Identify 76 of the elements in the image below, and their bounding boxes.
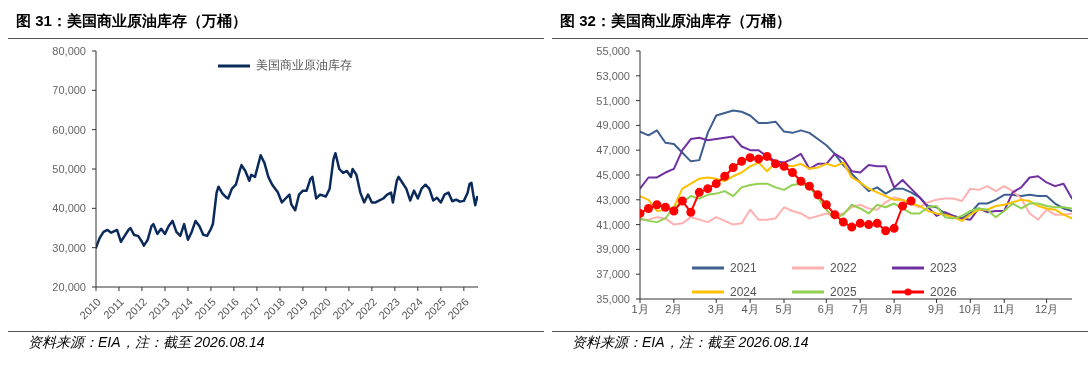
point <box>872 218 882 228</box>
y-tick-label: 20,000 <box>52 281 86 293</box>
point <box>686 207 696 217</box>
point <box>906 196 916 206</box>
y-tick-label: 30,000 <box>52 241 86 254</box>
y-tick-label: 37,000 <box>596 268 630 281</box>
y-tick-label: 39,000 <box>596 243 630 256</box>
point <box>652 200 662 210</box>
line-series <box>640 135 1072 221</box>
y-tick-label: 40,000 <box>52 202 86 215</box>
point <box>847 222 857 232</box>
legend-label: 2021 <box>730 261 757 275</box>
legend-label: 2024 <box>730 285 757 299</box>
x-tick-label: 6月 <box>817 302 835 315</box>
y-tick-label: 53,000 <box>596 69 630 82</box>
point <box>864 220 874 230</box>
x-tick-label: 9月 <box>927 302 946 315</box>
x-tick-label: 2月 <box>665 302 683 315</box>
line-series <box>96 152 478 249</box>
point <box>720 171 730 181</box>
point <box>728 163 738 173</box>
point <box>703 184 713 194</box>
point <box>779 161 789 171</box>
y-tick-label: 45,000 <box>596 169 630 181</box>
x-tick-label: 10月 <box>958 302 982 315</box>
y-tick-label: 55,000 <box>596 45 630 57</box>
point <box>669 206 679 216</box>
legend-label: 2026 <box>930 285 957 299</box>
y-tick-label: 60,000 <box>52 123 86 136</box>
x-tick-label: 12月 <box>1034 302 1059 315</box>
x-tick-label: 5月 <box>775 302 793 315</box>
text: 资料来源：EIA，注：截至 2026.08.14 <box>552 331 1088 354</box>
point <box>787 168 797 178</box>
point <box>796 176 806 186</box>
chart-title: 图 31：美国商业原油库存（万桶） <box>8 8 544 39</box>
x-tick-label: 3月 <box>707 302 725 315</box>
y-tick-label: 80,000 <box>52 45 86 57</box>
y-tick-label: 43,000 <box>596 193 630 206</box>
text: 资料来源：EIA，注：截至 2026.08.14 <box>8 331 544 354</box>
point <box>830 210 840 220</box>
legend-label: 2023 <box>930 261 957 275</box>
point <box>881 226 891 236</box>
x-tick-label: 7月 <box>851 302 869 315</box>
point <box>821 200 831 210</box>
point <box>677 196 687 206</box>
chart-title: 图 32：美国商业原油库存（万桶） <box>552 8 1088 39</box>
point <box>838 217 848 227</box>
y-tick-label: 50,000 <box>52 163 86 175</box>
line-series <box>640 109 1072 220</box>
point <box>771 159 781 169</box>
legend-label: 美国商业原油库存 <box>256 57 352 74</box>
x-tick-label: 1月 <box>631 302 649 315</box>
point <box>737 156 747 166</box>
legend-label: 2022 <box>830 261 857 275</box>
legend-label: 2025 <box>830 285 857 299</box>
x-tick-label: 11月 <box>993 302 1016 315</box>
point <box>804 181 814 191</box>
y-tick-label: 41,000 <box>596 218 630 231</box>
point <box>745 153 755 163</box>
point <box>711 179 721 189</box>
point <box>762 151 772 161</box>
y-tick-label: 70,000 <box>52 84 86 97</box>
point <box>660 202 670 212</box>
x-tick-label: 4月 <box>741 302 759 315</box>
point <box>889 223 899 233</box>
point <box>898 201 908 211</box>
y-tick-label: 47,000 <box>596 144 630 157</box>
y-tick-label: 49,000 <box>596 119 630 132</box>
point <box>643 203 653 213</box>
x-tick-label: 8月 <box>885 302 903 315</box>
y-tick-label: 35,000 <box>596 293 630 305</box>
point <box>694 187 704 197</box>
point <box>813 190 823 200</box>
point <box>855 218 865 228</box>
y-tick-label: 51,000 <box>596 94 630 107</box>
point <box>754 154 764 164</box>
